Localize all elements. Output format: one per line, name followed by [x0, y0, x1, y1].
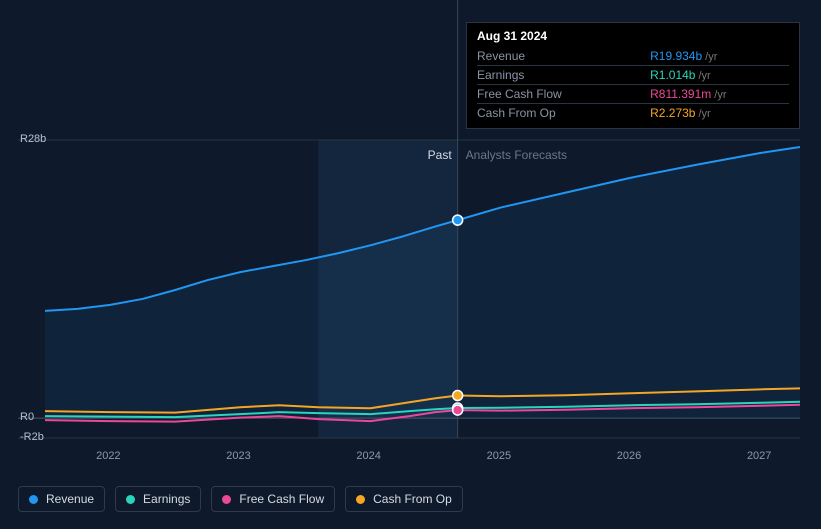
tooltip-row: Cash From OpR2.273b/yr [477, 104, 789, 123]
x-tick-label: 2022 [96, 450, 120, 462]
past-label: Past [428, 148, 452, 162]
x-tick-label: 2023 [226, 450, 250, 462]
tooltip-date: Aug 31 2024 [477, 29, 789, 43]
y-tick-label: R0 [20, 411, 34, 423]
x-tick-label: 2026 [617, 450, 641, 462]
x-tick-label: 2027 [747, 450, 771, 462]
legend-item-free_cash_flow[interactable]: Free Cash Flow [211, 486, 335, 512]
legend-dot-icon [356, 495, 365, 504]
y-tick-label: R28b [20, 133, 46, 145]
tooltip-row-value: R811.391m/yr [650, 85, 789, 104]
legend-label: Cash From Op [373, 492, 452, 506]
legend-label: Revenue [46, 492, 94, 506]
tooltip-row-value: R1.014b/yr [650, 66, 789, 85]
marker-cash_from_op [453, 391, 463, 401]
legend-dot-icon [126, 495, 135, 504]
x-tick-label: 2025 [487, 450, 511, 462]
tooltip-row-label: Earnings [477, 66, 650, 85]
tooltip-row-value: R2.273b/yr [650, 104, 789, 123]
marker-revenue [453, 215, 463, 225]
tooltip-row: Free Cash FlowR811.391m/yr [477, 85, 789, 104]
tooltip-row: RevenueR19.934b/yr [477, 47, 789, 66]
legend: Revenue Earnings Free Cash Flow Cash From O… [18, 486, 463, 512]
x-tick-label: 2024 [356, 450, 380, 462]
marker-free_cash_flow [453, 405, 463, 415]
legend-dot-icon [29, 495, 38, 504]
y-tick-label: -R2b [20, 431, 44, 443]
legend-label: Earnings [143, 492, 190, 506]
chart-tooltip: Aug 31 2024 RevenueR19.934b/yrEarningsR1… [466, 22, 800, 129]
tooltip-row-label: Free Cash Flow [477, 85, 650, 104]
tooltip-row-value: R19.934b/yr [650, 47, 789, 66]
tooltip-row-label: Cash From Op [477, 104, 650, 123]
legend-label: Free Cash Flow [239, 492, 324, 506]
legend-item-earnings[interactable]: Earnings [115, 486, 201, 512]
legend-dot-icon [222, 495, 231, 504]
tooltip-row: EarningsR1.014b/yr [477, 66, 789, 85]
forecast-label: Analysts Forecasts [466, 148, 567, 162]
legend-item-cash_from_op[interactable]: Cash From Op [345, 486, 463, 512]
legend-item-revenue[interactable]: Revenue [18, 486, 105, 512]
tooltip-row-label: Revenue [477, 47, 650, 66]
